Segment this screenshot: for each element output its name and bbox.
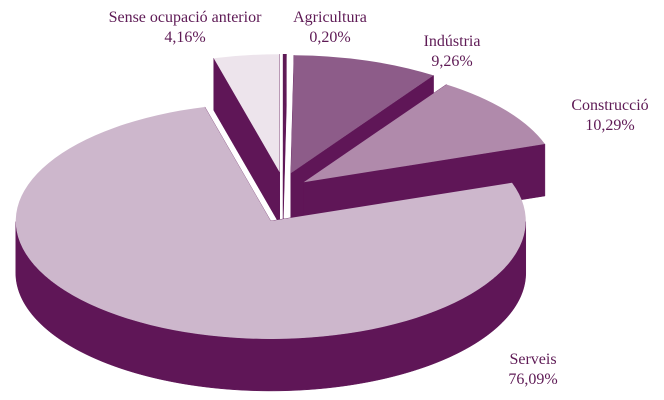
slice [303,84,545,183]
slice [15,106,526,339]
slice-label: Agricultura [293,9,367,26]
slice-label: Indústria [424,33,481,50]
slice-value-label: 76,09% [508,371,557,388]
slice-tops [15,54,545,339]
slice-value-label: 4,16% [164,29,205,46]
slice-value-label: 10,29% [585,117,634,134]
slice-label: Sense ocupació anterior [109,9,263,26]
slice [290,55,434,174]
slice [213,54,280,173]
slice-label: Construcció [571,97,648,114]
slice-value-label: 0,20% [309,29,350,46]
slice [283,54,287,172]
slice-value-label: 9,26% [431,53,472,70]
slice-label: Serveis [509,351,556,368]
